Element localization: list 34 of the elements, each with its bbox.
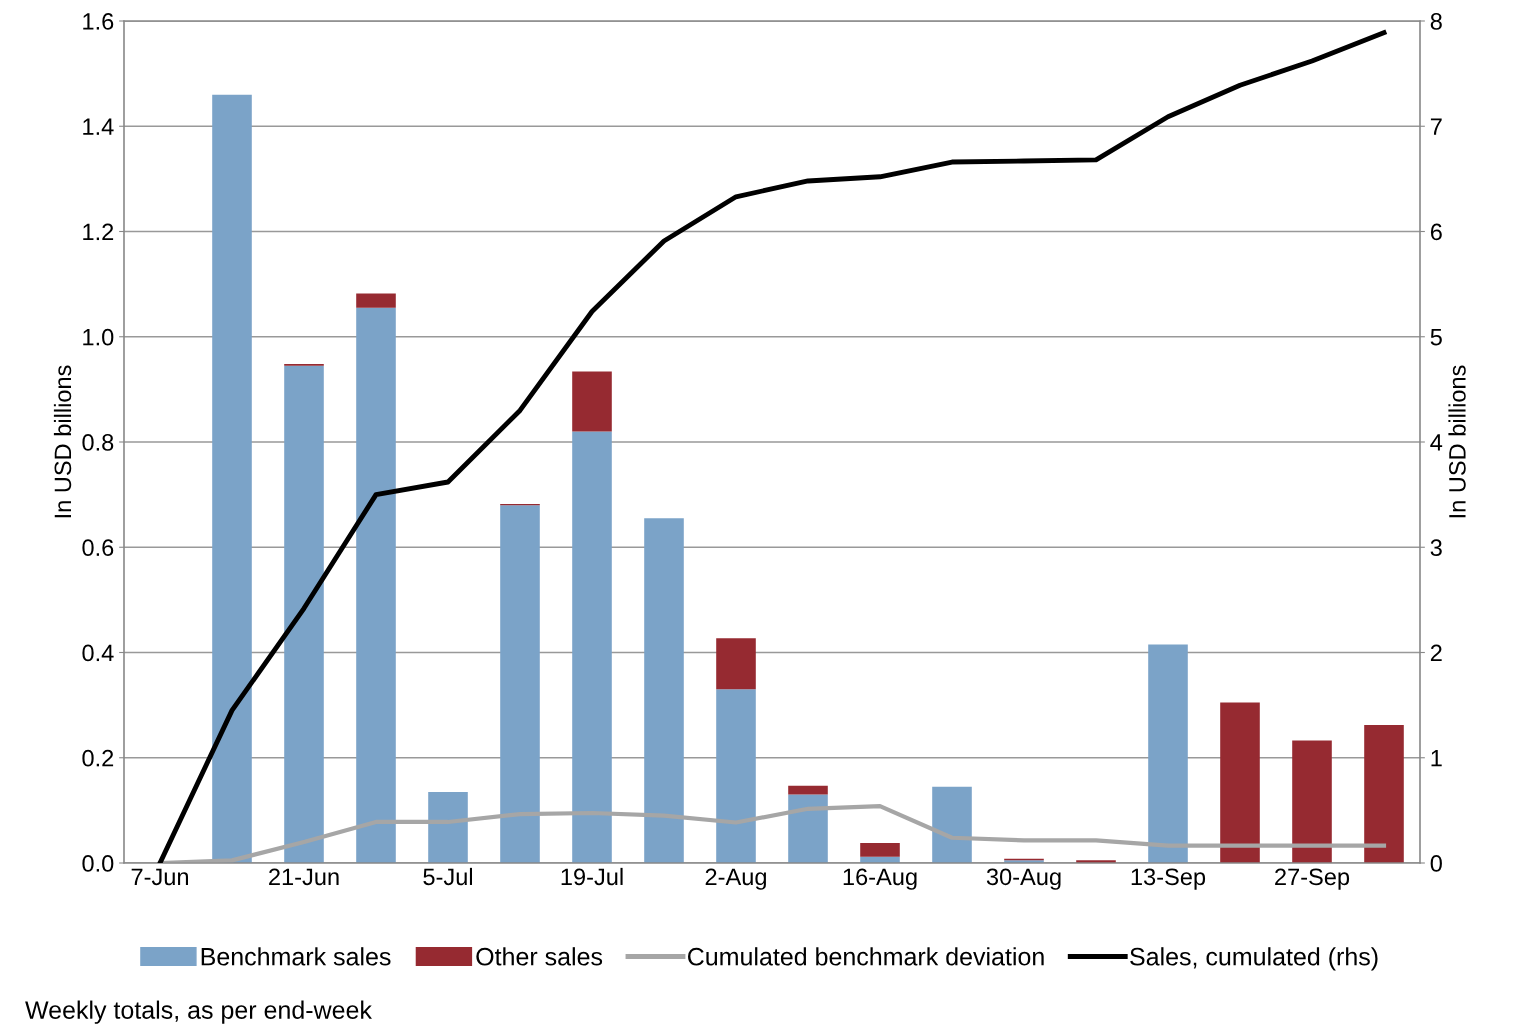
x-tick-label: 27-Sep (1275, 868, 1350, 890)
x-tick-label: 21-Jun (269, 868, 339, 886)
y-tick-label: 1.6 (83, 13, 114, 30)
x-tick-label: 16-Aug (843, 868, 917, 890)
legend-label: Sales, cumulated (rhs) (1130, 947, 1378, 971)
y2-axis-title: In USD billions (1448, 365, 1466, 518)
x-tick-label: 30-Aug (986, 868, 1061, 890)
text: Weekly totals, as per end-week (25, 1000, 372, 1024)
legend-label: Other sales (476, 947, 603, 966)
y2-tick-label: 1 (1431, 750, 1442, 767)
y-tick-label: 0.6 (82, 539, 114, 557)
y2-tick-label: 3 (1430, 539, 1442, 557)
legend-label: Benchmark sales (201, 947, 391, 966)
y-tick-label: 1.4 (83, 118, 114, 135)
y-tick-label: 0.8 (82, 434, 114, 451)
x-tick-label: 2-Aug (705, 868, 766, 890)
y-tick-label: 0.0 (82, 855, 114, 872)
x-tick-label: 19-Jul (561, 867, 623, 886)
y-tick-label: 0.2 (82, 749, 114, 767)
x-tick-label: 13-Sep (1131, 868, 1206, 890)
legend-label: Cumulated benchmark deviation (688, 947, 1044, 966)
x-tick-label: 7-Jun (131, 868, 188, 886)
y-tick-label: 0.4 (82, 644, 114, 662)
y2-tick-label: 5 (1430, 329, 1442, 346)
y2-tick-label: 0 (1430, 855, 1442, 872)
y2-tick-label: 7 (1430, 118, 1442, 135)
y-tick-label: 1.2 (83, 223, 114, 241)
y2-tick-label: 8 (1430, 13, 1442, 30)
y2-tick-label: 2 (1430, 644, 1442, 662)
y2-tick-label: 4 (1430, 434, 1443, 451)
x-tick-label: 5-Jul (423, 867, 473, 886)
y-axis-title: In USD billions (53, 365, 72, 518)
y-tick-label: 1.0 (83, 328, 114, 346)
y2-tick-label: 6 (1430, 223, 1442, 241)
